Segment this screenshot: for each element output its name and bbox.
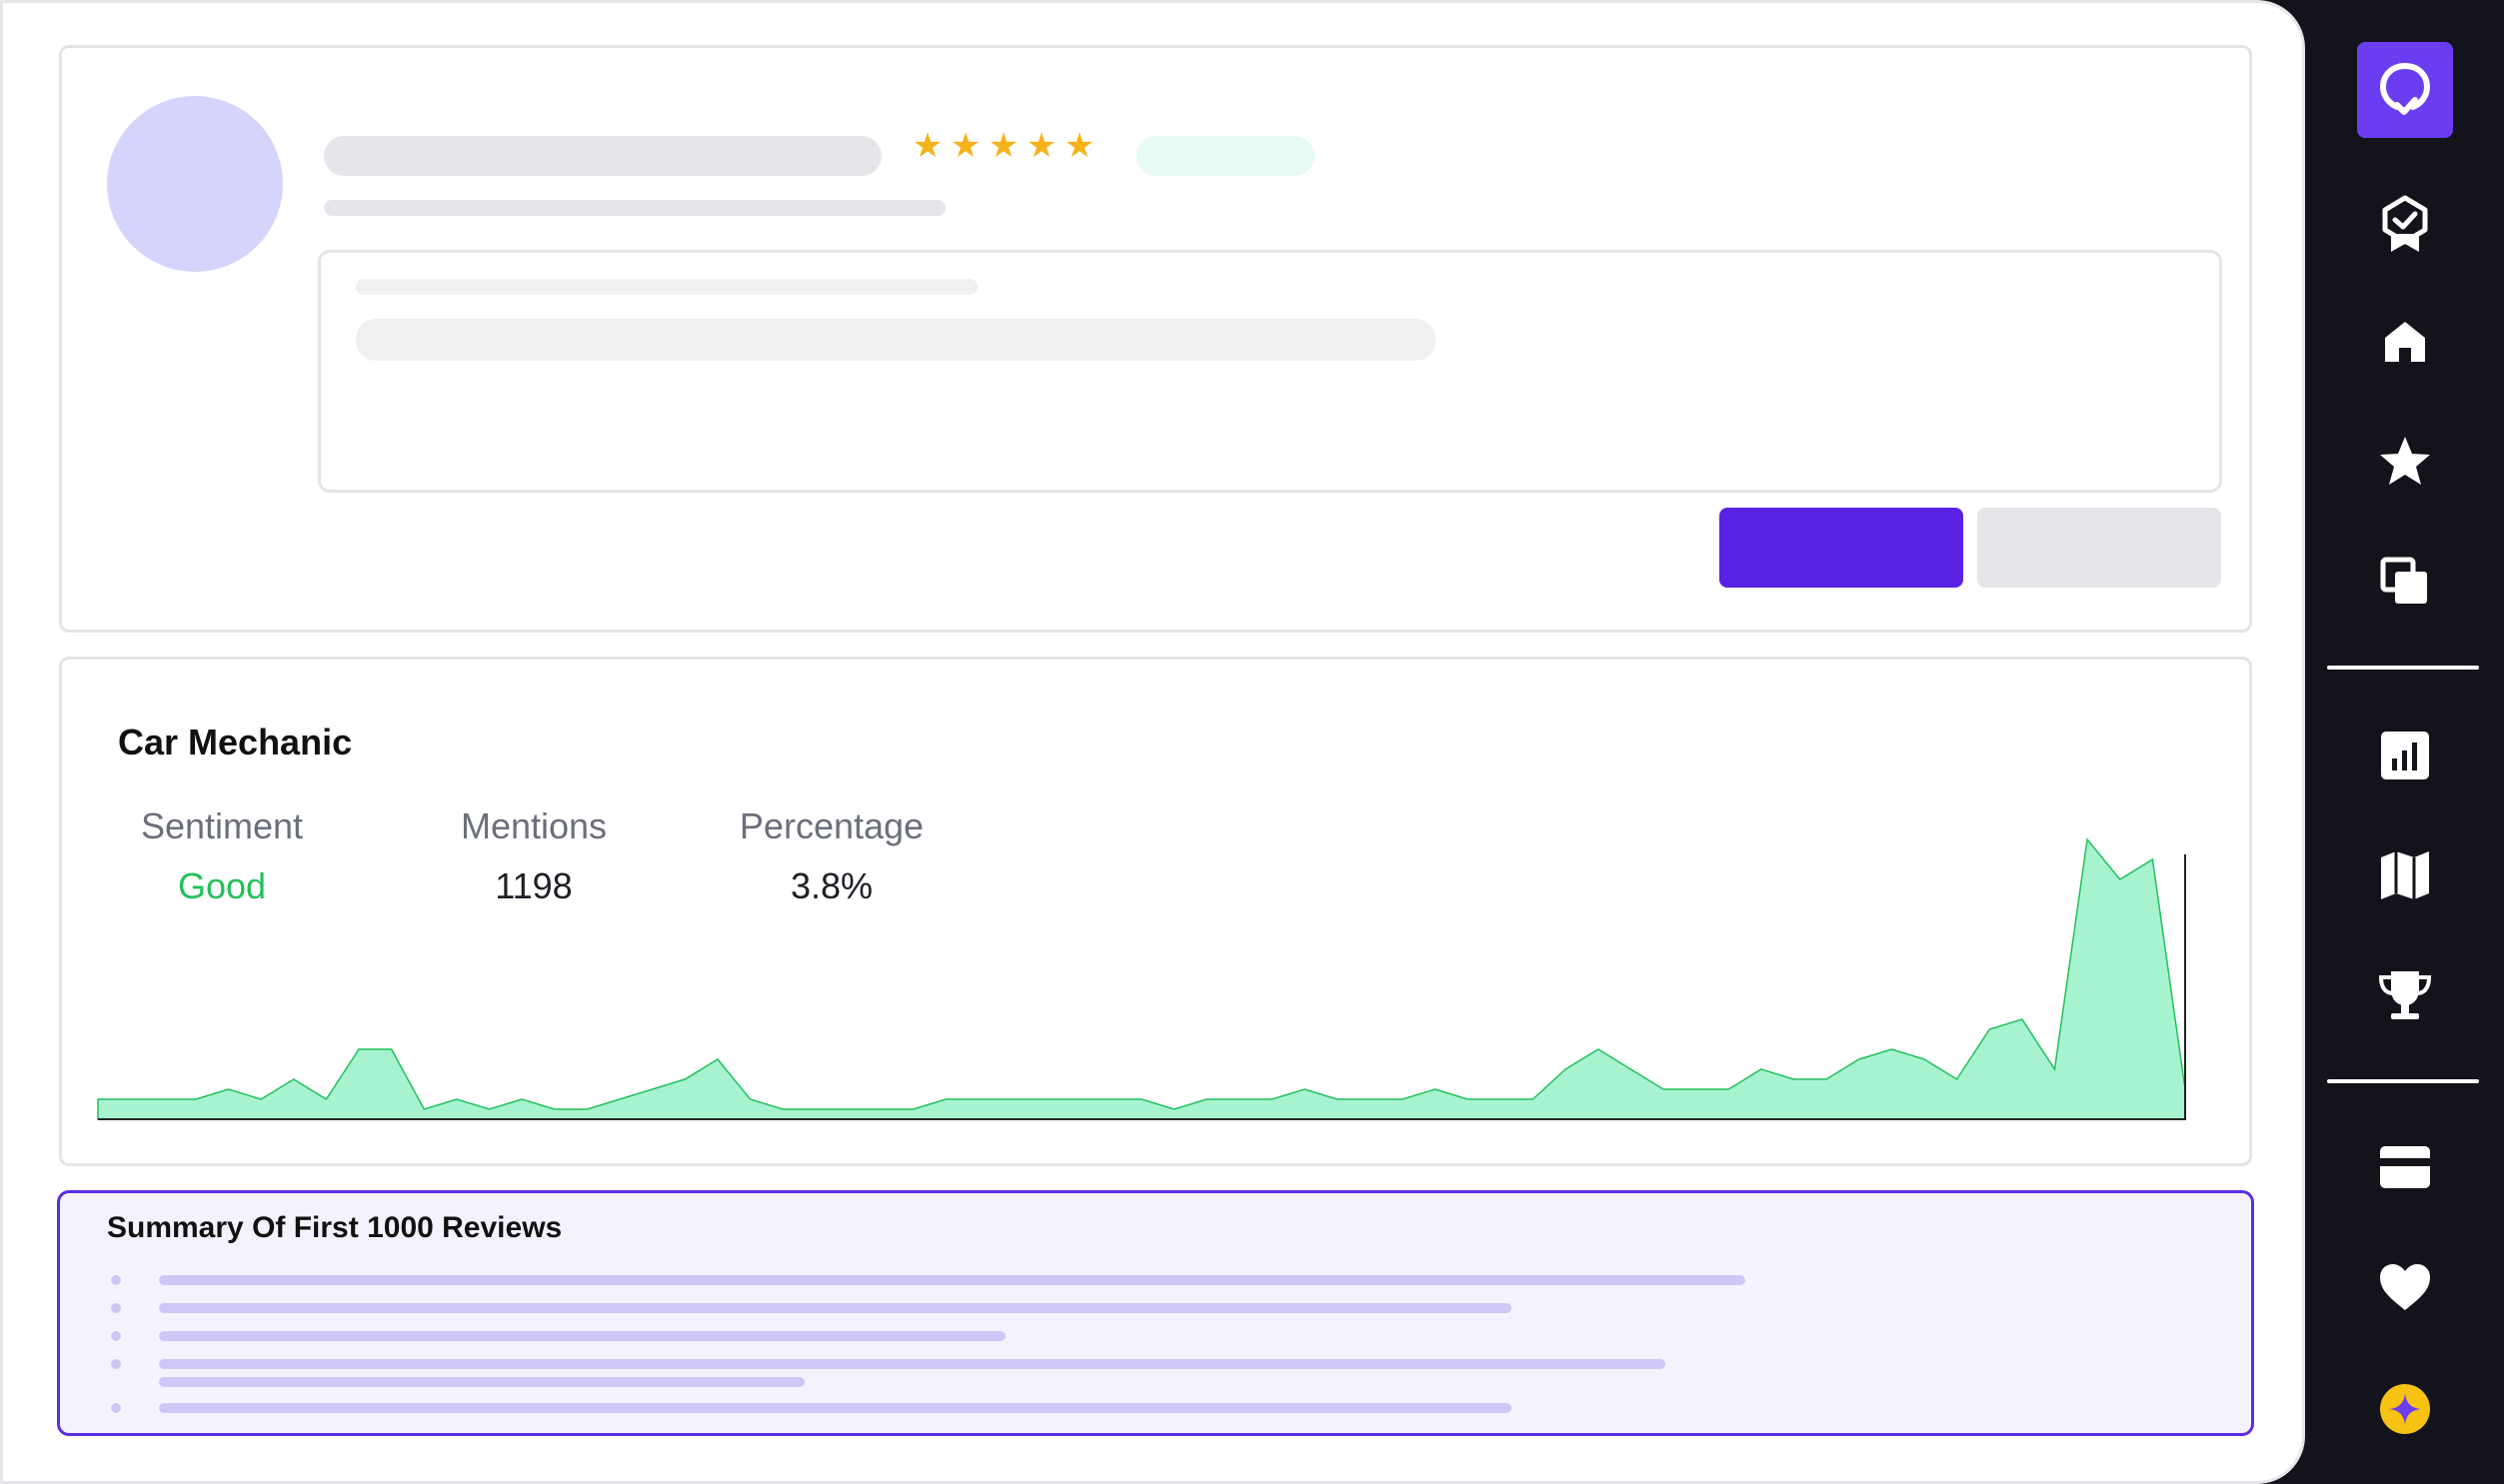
star-icon: ★ xyxy=(988,127,1020,165)
reply-text-line-placeholder xyxy=(356,319,1435,361)
reply-textbox[interactable] xyxy=(318,250,2222,493)
sidebar-item-locations[interactable] xyxy=(2356,42,2453,138)
sidebar-item-reviews[interactable] xyxy=(2357,176,2453,272)
summary-bullet xyxy=(111,1303,121,1313)
review-date-placeholder xyxy=(324,200,946,216)
summary-card: Summary Of First 1000 Reviews xyxy=(57,1190,2254,1436)
summary-bullet xyxy=(111,1331,121,1341)
main-panel: ★ ★ ★ ★ ★ Car Mechanic Sentiment Good xyxy=(0,0,2305,1484)
sidebar-divider xyxy=(2327,666,2479,670)
mentions-stat: Mentions 1198 xyxy=(424,805,644,907)
mentions-area-chart xyxy=(97,837,2186,1120)
sidebar xyxy=(2305,0,2504,1484)
summary-line-placeholder xyxy=(159,1377,805,1387)
star-icon: ★ xyxy=(1064,127,1096,165)
status-badge-placeholder xyxy=(1137,136,1314,176)
percentage-stat: Percentage 3.8% xyxy=(712,805,952,907)
sidebar-item-billing[interactable] xyxy=(2357,1119,2453,1215)
sidebar-item-map[interactable] xyxy=(2357,827,2453,923)
map-icon xyxy=(2380,851,2429,899)
reply-text-line-placeholder xyxy=(356,279,978,295)
copy-icon xyxy=(2380,557,2427,604)
summary-line-placeholder xyxy=(159,1331,1006,1341)
mentions-area-series xyxy=(97,837,2186,1120)
home-icon xyxy=(2384,322,2425,362)
mentions-label: Mentions xyxy=(460,805,608,846)
mentions-value: 1198 xyxy=(495,865,573,906)
avatar xyxy=(107,96,283,272)
submit-reply-button[interactable] xyxy=(1719,508,1963,588)
sidebar-item-home[interactable] xyxy=(2357,294,2453,390)
star-icon: ★ xyxy=(1026,127,1058,165)
review-card: ★ ★ ★ ★ ★ xyxy=(59,45,2252,633)
sidebar-item-ai[interactable] xyxy=(2357,1361,2453,1457)
sidebar-item-awards[interactable] xyxy=(2357,947,2453,1043)
summary-line-placeholder xyxy=(159,1403,1511,1413)
sidebar-item-saved[interactable] xyxy=(2357,1239,2453,1335)
keyword-title: Car Mechanic xyxy=(118,722,353,762)
keyword-card: Car Mechanic Sentiment Good Mentions 119… xyxy=(59,657,2252,1166)
percentage-value: 3.8% xyxy=(790,865,874,906)
star-icon: ★ xyxy=(950,127,982,165)
cancel-button[interactable] xyxy=(1977,508,2221,588)
summary-line-placeholder xyxy=(159,1303,1511,1313)
trophy-icon xyxy=(2378,971,2431,1019)
reviewer-name-placeholder xyxy=(324,136,882,176)
location-check-icon xyxy=(2379,63,2430,115)
chart-axis xyxy=(98,854,2186,1120)
summary-bullet xyxy=(111,1275,121,1285)
summary-bullet xyxy=(111,1359,121,1369)
sidebar-divider xyxy=(2327,1079,2479,1083)
credit-card-icon xyxy=(2379,1146,2430,1188)
heart-icon xyxy=(2379,1264,2430,1310)
star-icon xyxy=(2379,437,2430,485)
sidebar-item-copy[interactable] xyxy=(2357,534,2453,630)
sentiment-value: Good xyxy=(177,865,267,906)
star-icon: ★ xyxy=(912,127,944,165)
sidebar-item-favorites[interactable] xyxy=(2357,414,2453,510)
sidebar-item-analytics[interactable] xyxy=(2357,708,2453,803)
summary-title: Summary Of First 1000 Reviews xyxy=(107,1211,563,1244)
sentiment-stat: Sentiment Good xyxy=(112,805,332,907)
summary-line-placeholder xyxy=(159,1275,1745,1285)
sparkle-icon xyxy=(2379,1384,2430,1434)
bar-chart-icon xyxy=(2380,732,2429,779)
star-rating: ★ ★ ★ ★ ★ xyxy=(912,126,1096,166)
badge-check-icon xyxy=(2382,195,2427,252)
summary-line-placeholder xyxy=(159,1359,1665,1369)
sentiment-label: Sentiment xyxy=(140,805,304,846)
percentage-label: Percentage xyxy=(739,805,925,846)
summary-bullet xyxy=(111,1403,121,1413)
